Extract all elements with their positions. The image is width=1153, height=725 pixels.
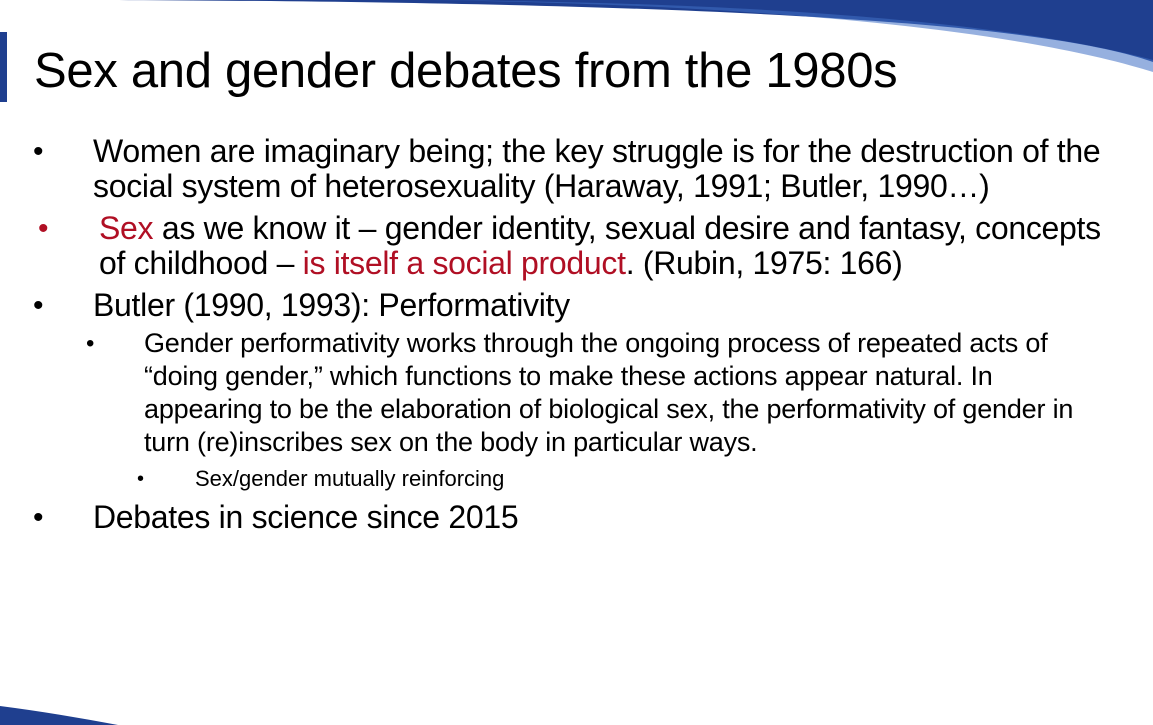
sub-bullet-text: Gender performativity works through the … [144,328,1074,457]
bullet-text: Women are imaginary being; the key strug… [93,133,1101,204]
bullet-item: • Women are imaginary being; the key str… [0,134,1153,204]
title-accent-bar [0,32,7,102]
bullet-text: as we know it – gender identity, sexual … [99,210,1101,281]
bullet-list: • Women are imaginary being; the key str… [0,134,1153,535]
bullet-marker: • [33,501,44,534]
bullet-item: • Butler (1990, 1993): Performativity [0,288,1153,323]
highlighted-term: Sex [99,210,154,246]
bullet-marker: • [137,468,145,490]
bullet-marker: • [38,212,49,245]
bullet-item: • Debates in science since 2015 [0,500,1153,535]
bullet-text: Debates in science since 2015 [93,499,519,535]
bullet-marker: • [33,289,44,322]
slide-title: Sex and gender debates from the 1980s [34,44,898,98]
bullet-marker: • [33,135,44,168]
bullet-text-end: . (Rubin, 1975: 166) [625,245,903,281]
sub-bullet-item: • Gender performativity works through th… [0,327,1153,459]
bottom-swoosh [0,706,118,725]
top-swoosh [110,0,1153,62]
highlighted-phrase: is itself a social product [302,245,626,281]
top-swoosh-highlight [420,0,1153,72]
sub-sub-bullet-text: Sex/gender mutually reinforcing [195,466,505,491]
sub-sub-bullet-item: • Sex/gender mutually reinforcing [0,465,1153,493]
bullet-marker: • [86,330,95,357]
bullet-item-highlighted: • Sex as we know it – gender identity, s… [0,211,1153,281]
bullet-text: Butler (1990, 1993): Performativity [93,287,570,323]
